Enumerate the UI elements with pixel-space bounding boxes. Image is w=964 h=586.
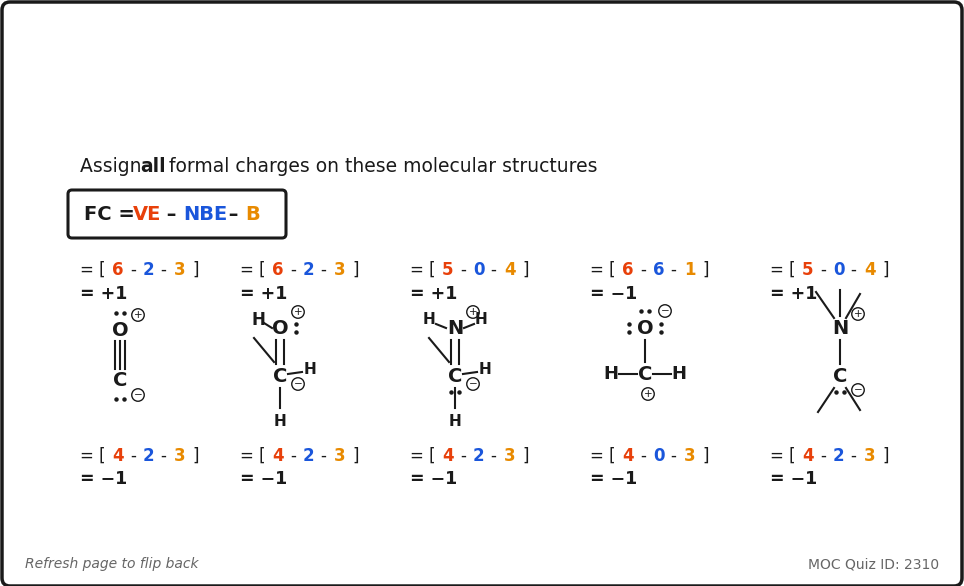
Text: C: C	[833, 366, 847, 386]
Text: = [: = [	[410, 447, 436, 465]
Text: FC =: FC =	[84, 205, 142, 223]
Text: O: O	[272, 319, 288, 338]
Text: N: N	[447, 319, 463, 338]
Text: 2: 2	[833, 447, 844, 465]
Text: 4: 4	[112, 447, 123, 465]
Text: C: C	[638, 364, 653, 383]
Text: O: O	[112, 322, 128, 340]
Text: = −1: = −1	[590, 470, 637, 488]
Text: = [: = [	[80, 447, 106, 465]
Text: 2: 2	[143, 447, 154, 465]
Text: −: −	[660, 306, 669, 316]
Text: VE: VE	[133, 205, 161, 223]
Text: 4: 4	[272, 447, 283, 465]
Text: -: -	[490, 261, 495, 279]
Text: ]: ]	[352, 447, 359, 465]
Text: -: -	[160, 447, 166, 465]
Text: -: -	[460, 447, 466, 465]
Text: = +1: = +1	[410, 285, 457, 303]
Text: ]: ]	[882, 261, 889, 279]
Text: 3: 3	[334, 261, 346, 279]
Text: NBE: NBE	[183, 205, 228, 223]
Text: = [: = [	[590, 447, 616, 465]
Text: = [: = [	[770, 447, 795, 465]
Text: = −1: = −1	[410, 470, 457, 488]
Text: MOC Quiz ID: 2310: MOC Quiz ID: 2310	[808, 557, 939, 571]
Text: -: -	[290, 447, 296, 465]
Text: = −1: = −1	[590, 285, 637, 303]
Text: 2: 2	[473, 447, 485, 465]
Text: ]: ]	[882, 447, 889, 465]
Text: +: +	[134, 310, 143, 320]
Text: H: H	[478, 363, 492, 377]
Text: 5: 5	[802, 261, 814, 279]
Text: all: all	[140, 156, 166, 175]
Text: -: -	[670, 447, 676, 465]
Text: 5: 5	[442, 261, 453, 279]
Text: H: H	[603, 365, 619, 383]
Text: -: -	[130, 261, 136, 279]
Text: 2: 2	[303, 447, 314, 465]
Text: 3: 3	[864, 447, 875, 465]
Text: B: B	[245, 205, 259, 223]
Text: Assign: Assign	[80, 156, 147, 175]
Text: N: N	[832, 319, 848, 338]
Text: = +1: = +1	[770, 285, 817, 303]
Text: = [: = [	[240, 261, 266, 279]
Text: 0: 0	[653, 447, 664, 465]
Text: ]: ]	[352, 261, 359, 279]
Text: -: -	[820, 447, 826, 465]
Text: = −1: = −1	[80, 470, 127, 488]
Text: Refresh page to flip back: Refresh page to flip back	[25, 557, 199, 571]
Text: ]: ]	[192, 447, 199, 465]
Text: H: H	[251, 311, 265, 329]
Text: 4: 4	[802, 447, 814, 465]
FancyBboxPatch shape	[68, 190, 286, 238]
Text: = −1: = −1	[240, 470, 287, 488]
Text: 0: 0	[833, 261, 844, 279]
Text: +: +	[854, 309, 863, 319]
Text: -: -	[290, 261, 296, 279]
Text: -: -	[320, 447, 326, 465]
Text: H: H	[274, 414, 286, 428]
Text: 2: 2	[303, 261, 314, 279]
Text: -: -	[460, 261, 466, 279]
Text: +: +	[644, 389, 653, 399]
Text: -: -	[850, 261, 856, 279]
Text: O: O	[636, 319, 654, 338]
Text: C: C	[448, 366, 462, 386]
Text: 3: 3	[174, 447, 186, 465]
Text: = [: = [	[240, 447, 266, 465]
Text: = [: = [	[770, 261, 795, 279]
Text: 1: 1	[684, 261, 695, 279]
Text: 6: 6	[622, 261, 633, 279]
Text: −: −	[854, 385, 863, 395]
Text: 4: 4	[442, 447, 454, 465]
Text: –: –	[160, 205, 183, 223]
Text: H: H	[448, 414, 462, 428]
Text: H: H	[474, 312, 488, 326]
Text: 6: 6	[272, 261, 283, 279]
Text: 3: 3	[174, 261, 186, 279]
Text: H: H	[304, 363, 316, 377]
Text: ]: ]	[192, 261, 199, 279]
Text: -: -	[320, 261, 326, 279]
Text: 3: 3	[504, 447, 516, 465]
Text: -: -	[640, 447, 646, 465]
Text: C: C	[113, 372, 127, 390]
Text: 4: 4	[504, 261, 516, 279]
Text: -: -	[130, 447, 136, 465]
Text: −: −	[469, 379, 477, 389]
Text: 6: 6	[112, 261, 123, 279]
Text: +: +	[469, 307, 477, 317]
Text: = −1: = −1	[770, 470, 817, 488]
Text: -: -	[160, 261, 166, 279]
Text: 3: 3	[334, 447, 346, 465]
Text: = [: = [	[590, 261, 616, 279]
Text: ]: ]	[522, 261, 528, 279]
Text: -: -	[820, 261, 826, 279]
Text: = [: = [	[80, 261, 106, 279]
Text: -: -	[850, 447, 856, 465]
Text: 0: 0	[473, 261, 485, 279]
